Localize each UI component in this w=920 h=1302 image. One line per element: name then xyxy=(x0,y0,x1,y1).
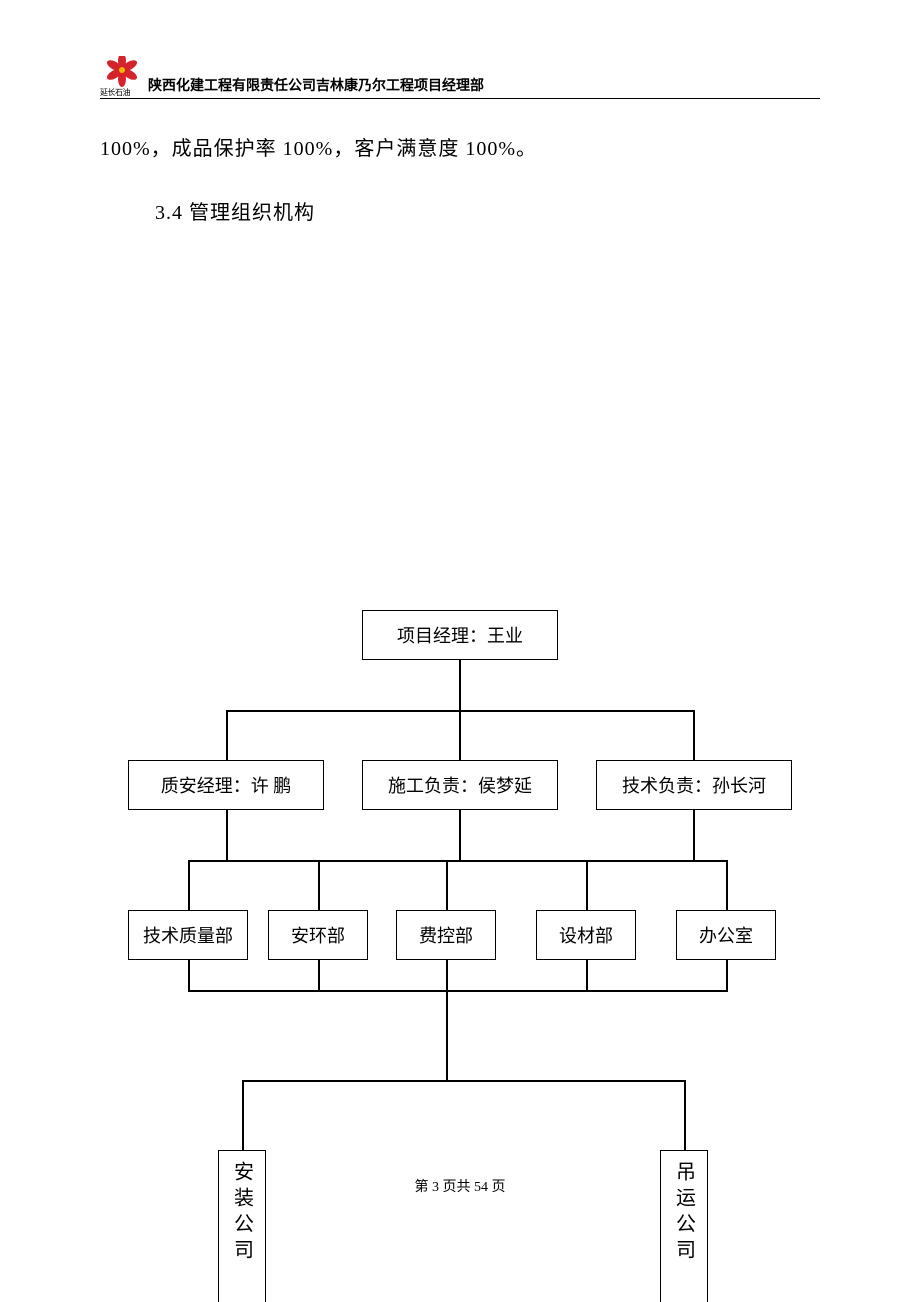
connector xyxy=(446,860,448,910)
node-hoist-company: 吊运公司 xyxy=(660,1150,708,1302)
node-construction-lead: 施工负责：侯梦延 xyxy=(362,760,558,810)
connector xyxy=(726,860,728,910)
node-label: 费控部 xyxy=(419,922,473,948)
node-qa-manager: 质安经理：许 鹏 xyxy=(128,760,324,810)
header-title: 陕西化建工程有限责任公司吉林康乃尔工程项目经理部 xyxy=(148,75,484,96)
connector xyxy=(693,810,695,860)
connector xyxy=(188,960,190,990)
node-dept-office: 办公室 xyxy=(676,910,776,960)
node-dept-tech-quality: 技术质量部 xyxy=(128,910,248,960)
connector xyxy=(242,1080,244,1150)
page-footer: 第 3 页共 54 页 xyxy=(0,1176,920,1196)
org-chart: 项目经理：王业 质安经理：许 鹏 施工负责：侯梦延 技术负责：孙长河 技术质量部 xyxy=(100,610,820,1302)
section-title: 3.4 管理组织机构 xyxy=(155,196,315,225)
node-dept-cost-control: 费控部 xyxy=(396,910,496,960)
connector xyxy=(226,710,228,760)
connector xyxy=(726,960,728,990)
node-dept-equip-material: 设材部 xyxy=(536,910,636,960)
connector xyxy=(586,860,588,910)
node-label: 施工负责：侯梦延 xyxy=(388,772,532,798)
node-label: 设材部 xyxy=(559,922,613,948)
connector xyxy=(446,960,448,990)
connector xyxy=(226,810,228,860)
connector xyxy=(684,1080,686,1150)
company-logo: 延长石油 xyxy=(100,56,144,96)
connector xyxy=(318,860,320,910)
node-label: 技术负责：孙长河 xyxy=(622,772,766,798)
body-paragraph: 100%，成品保护率 100%，客户满意度 100%。 xyxy=(100,132,537,161)
node-project-manager: 项目经理：王业 xyxy=(362,610,558,660)
connector xyxy=(446,990,448,1080)
connector xyxy=(459,710,461,760)
connector xyxy=(459,810,461,860)
connector xyxy=(188,860,728,862)
node-tech-lead: 技术负责：孙长河 xyxy=(596,760,792,810)
page-header: 延长石油 陕西化建工程有限责任公司吉林康乃尔工程项目经理部 xyxy=(100,56,820,99)
connector xyxy=(586,960,588,990)
node-install-company: 安装公司 xyxy=(218,1150,266,1302)
node-label: 技术质量部 xyxy=(143,922,233,948)
page: 延长石油 陕西化建工程有限责任公司吉林康乃尔工程项目经理部 100%，成品保护率… xyxy=(0,0,920,1302)
connector xyxy=(459,660,461,710)
connector xyxy=(318,960,320,990)
connector xyxy=(242,1080,686,1082)
node-dept-safety-env: 安环部 xyxy=(268,910,368,960)
connector xyxy=(188,990,728,992)
node-label: 办公室 xyxy=(699,922,753,948)
node-label: 质安经理：许 鹏 xyxy=(161,772,292,798)
connector xyxy=(188,860,190,910)
node-label: 项目经理：王业 xyxy=(397,622,523,648)
connector xyxy=(693,710,695,760)
logo-text: 延长石油 xyxy=(100,87,130,98)
node-label: 安环部 xyxy=(291,922,345,948)
